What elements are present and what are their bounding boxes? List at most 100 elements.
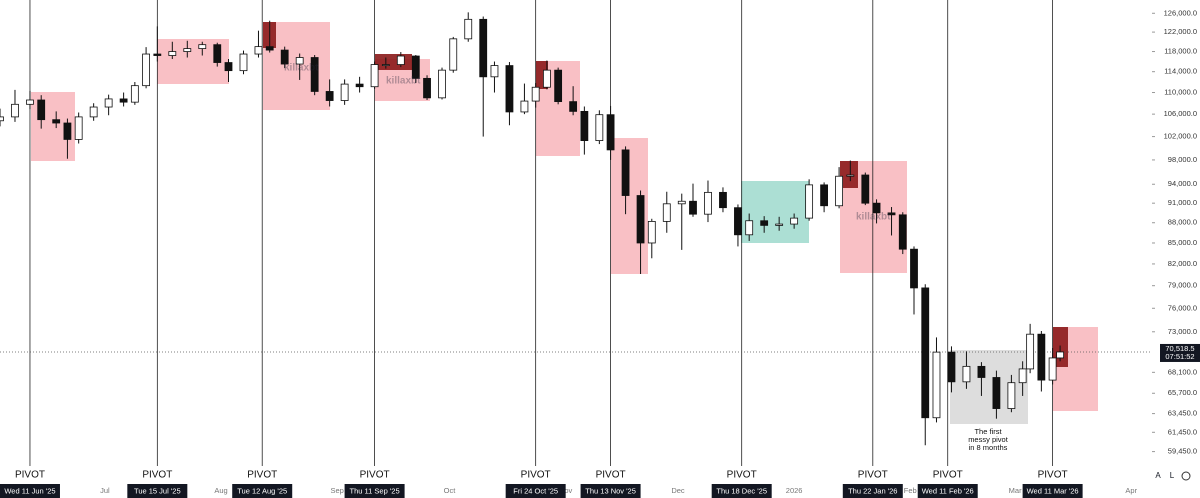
candle-body bbox=[872, 202, 881, 214]
candle-body bbox=[11, 103, 19, 118]
candle-body bbox=[704, 191, 712, 215]
date-label: Thu 22 Jan '26 bbox=[848, 486, 897, 495]
candle-body bbox=[340, 83, 349, 101]
y-tick-label: 65,700.0 bbox=[1168, 388, 1197, 397]
date-label: Wed 11 Feb '26 bbox=[922, 486, 974, 495]
candle-body bbox=[104, 98, 113, 108]
pivot-label: PIVOT bbox=[1038, 470, 1068, 481]
pivot-label: PIVOT bbox=[727, 470, 757, 481]
x-tick-label: Apr bbox=[1125, 486, 1137, 495]
candle-body bbox=[775, 223, 784, 226]
candle-body bbox=[449, 38, 458, 71]
date-box bbox=[505, 484, 566, 498]
candles bbox=[0, 12, 1064, 446]
candle-body bbox=[760, 220, 769, 226]
candle-body bbox=[677, 200, 686, 205]
y-tick-label: 126,000.0 bbox=[1164, 8, 1197, 17]
candle-body bbox=[265, 46, 274, 51]
date-box bbox=[1022, 484, 1083, 498]
candle-body bbox=[479, 18, 488, 78]
candle-body bbox=[636, 195, 645, 244]
y-tick-label: 88,000.0 bbox=[1168, 218, 1197, 227]
candle-body bbox=[280, 49, 289, 65]
candle-body bbox=[438, 69, 446, 99]
candle-body bbox=[1018, 368, 1027, 384]
date-box bbox=[127, 484, 188, 498]
candle-body bbox=[977, 365, 986, 378]
candle-body bbox=[554, 69, 563, 103]
date-label: Tue 15 Jul '25 bbox=[134, 486, 181, 495]
candle-body bbox=[254, 46, 263, 55]
date-box bbox=[232, 484, 293, 498]
y-tick-label: 98,000.0 bbox=[1168, 155, 1197, 164]
y-tick-label: 73,000.0 bbox=[1168, 327, 1197, 336]
date-label: Thu 11 Sep '25 bbox=[350, 486, 400, 495]
candle-body bbox=[898, 214, 907, 250]
candle-body bbox=[89, 106, 98, 118]
candle-body bbox=[734, 207, 742, 236]
candle-body bbox=[295, 57, 304, 65]
candle-body bbox=[142, 53, 150, 87]
candle-body bbox=[396, 55, 405, 65]
date-label: Thu 18 Dec '25 bbox=[716, 486, 767, 495]
y-tick-label: 102,000.0 bbox=[1164, 132, 1197, 141]
candle-body bbox=[310, 57, 319, 92]
candle-body bbox=[846, 174, 855, 177]
x-tick-label: Nov bbox=[559, 486, 573, 495]
x-tick-label: Sep bbox=[330, 486, 343, 495]
y-tick-label: 106,000.0 bbox=[1164, 109, 1197, 118]
candle-body bbox=[490, 65, 499, 78]
button[interactable]: L bbox=[1170, 471, 1175, 480]
candle-body bbox=[820, 184, 829, 207]
candle-body bbox=[153, 53, 162, 56]
x-tick-label: Mar bbox=[1009, 486, 1022, 495]
settings-icon[interactable] bbox=[1181, 471, 1191, 481]
y-tick-label: 59,450.0 bbox=[1168, 447, 1197, 456]
pivot-label: PIVOT bbox=[247, 470, 277, 481]
candle-body bbox=[835, 175, 843, 207]
x-tick-label: 2026 bbox=[786, 486, 803, 495]
candle-body bbox=[662, 203, 671, 222]
date-label: Wed 11 Jun '25 bbox=[4, 486, 55, 495]
candle-body bbox=[183, 48, 192, 52]
candle-body bbox=[325, 91, 334, 101]
y-tick-label: 122,000.0 bbox=[1164, 27, 1197, 36]
candle-body bbox=[719, 191, 727, 209]
candle-body bbox=[423, 77, 431, 99]
pivot-label: PIVOT bbox=[15, 470, 45, 481]
candle-body bbox=[1056, 351, 1064, 359]
button[interactable]: A bbox=[1155, 471, 1161, 480]
y-tick-label: 76,000.0 bbox=[1168, 303, 1197, 312]
candle-body bbox=[37, 99, 46, 121]
y-tick-label: 63,450.0 bbox=[1168, 409, 1197, 418]
candle-body bbox=[689, 200, 697, 215]
zone-head bbox=[375, 54, 412, 70]
candle-body bbox=[531, 86, 540, 102]
date-box bbox=[711, 484, 772, 498]
candle-body bbox=[932, 351, 941, 419]
last-price-label: 70,518.5 bbox=[1165, 344, 1194, 353]
candle-body bbox=[0, 116, 4, 122]
candle-body bbox=[992, 377, 1001, 409]
candle-body bbox=[130, 85, 139, 103]
countdown: 07:51:52 bbox=[1165, 352, 1194, 361]
candle-body bbox=[411, 55, 420, 79]
candle-body bbox=[370, 64, 379, 88]
candle-body bbox=[1007, 382, 1016, 409]
x-tick-label: Oct bbox=[444, 486, 457, 495]
candle-body bbox=[790, 217, 799, 225]
candle-body bbox=[887, 212, 896, 216]
candle-body bbox=[224, 62, 233, 72]
y-tick-label: 114,000.0 bbox=[1164, 67, 1197, 76]
candle-body bbox=[198, 44, 207, 49]
x-tick-label: Aug bbox=[214, 486, 227, 495]
y-tick-label: 118,000.0 bbox=[1164, 47, 1197, 56]
candle-body bbox=[63, 122, 72, 140]
candle-body bbox=[1026, 333, 1035, 370]
candle-body bbox=[213, 44, 222, 63]
watermark: killaxbt bbox=[856, 212, 891, 223]
annotation: messy pivot bbox=[968, 435, 1009, 444]
candle-body bbox=[168, 51, 177, 56]
watermark: killaxbt bbox=[284, 63, 319, 74]
